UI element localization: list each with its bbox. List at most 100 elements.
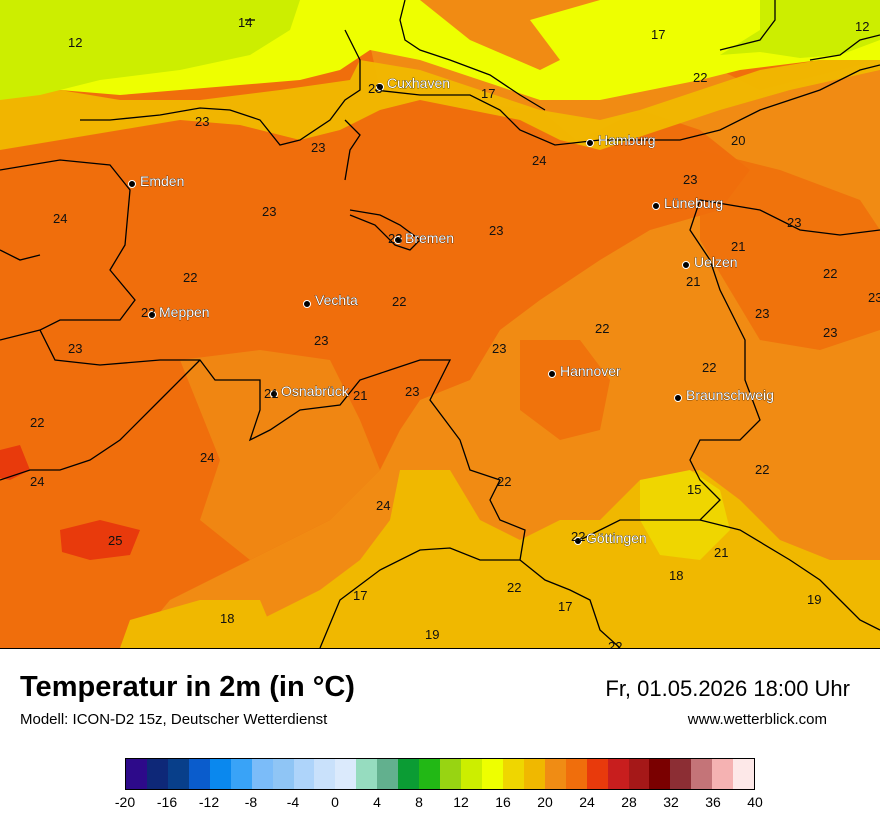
zone-24-28-hannover xyxy=(520,340,610,440)
value-label: 24 xyxy=(376,498,390,513)
legend-swatch xyxy=(481,759,503,789)
value-label: 23 xyxy=(787,215,801,230)
legend-tick-label: 28 xyxy=(621,794,637,810)
legend-tick-label: 36 xyxy=(705,794,721,810)
value-label: 21 xyxy=(353,388,367,403)
value-label: 12 xyxy=(855,19,869,34)
legend-swatch xyxy=(293,759,315,789)
value-label: 17 xyxy=(558,599,572,614)
value-label: 12 xyxy=(68,35,82,50)
legend-tick-label: 20 xyxy=(537,794,553,810)
legend-swatch xyxy=(461,759,482,789)
legend-swatch xyxy=(586,759,608,789)
svg-text:Hannover: Hannover xyxy=(560,363,621,379)
svg-text:Bremen: Bremen xyxy=(405,230,454,246)
legend-swatch xyxy=(607,759,629,789)
legend-swatch xyxy=(670,759,692,789)
value-label: 25 xyxy=(108,533,122,548)
value-label: 22 xyxy=(823,266,837,281)
value-label: 17 xyxy=(481,86,495,101)
legend-swatch xyxy=(733,759,755,789)
value-label: 24 xyxy=(30,474,44,489)
legend-tick-label: 24 xyxy=(579,794,595,810)
value-label: 22 xyxy=(183,270,197,285)
city-vechta: Vechta xyxy=(303,292,358,308)
city-goettingen: Göttingen xyxy=(574,530,647,546)
website-link[interactable]: www.wetterblick.com xyxy=(687,711,827,728)
svg-text:Uelzen: Uelzen xyxy=(694,254,738,270)
value-label: 21 xyxy=(714,545,728,560)
city-braunschweig: Braunschweig xyxy=(674,387,774,403)
city-hamburg: Hamburg xyxy=(586,132,656,148)
legend-swatch xyxy=(712,759,734,789)
value-label: 21 xyxy=(264,386,278,401)
value-label: 23 xyxy=(489,223,503,238)
legend-swatch xyxy=(188,759,210,789)
legend-swatch xyxy=(523,759,545,789)
value-label: 19 xyxy=(807,592,821,607)
value-label: 23 xyxy=(68,341,82,356)
zone-24-28-central xyxy=(400,100,640,320)
city-emden: Emden xyxy=(128,173,185,189)
value-label: 18 xyxy=(669,568,683,583)
forecast-datetime: Fr, 01.05.2026 18:00 Uhr xyxy=(605,676,850,701)
legend-tick-label: 8 xyxy=(415,794,423,810)
city-cuxhaven: Cuxhaven xyxy=(376,75,450,91)
legend-tick-label: -8 xyxy=(244,794,258,810)
city-osnabrueck: Osnabrück xyxy=(270,383,350,399)
legend-tick-label: -20 xyxy=(114,794,136,810)
value-label: 22 xyxy=(755,462,769,477)
zone-coast-16-20 xyxy=(0,50,880,150)
legend-tick-label: 0 xyxy=(331,794,339,810)
value-label: 23 xyxy=(141,305,155,320)
cities: Cuxhaven Hamburg Emden Lüneburg Bremen U… xyxy=(128,75,774,546)
zone-hot-southwest xyxy=(0,445,30,480)
legend-tick-label: 16 xyxy=(495,794,511,810)
city-meppen: Meppen xyxy=(148,304,210,320)
value-label: 21 xyxy=(686,274,700,289)
value-label: 22 xyxy=(392,294,406,309)
value-label: 23 xyxy=(755,306,769,321)
legend-tick-label: -12 xyxy=(198,794,220,810)
svg-text:Lüneburg: Lüneburg xyxy=(664,195,723,211)
temperature-map: Cuxhaven Hamburg Emden Lüneburg Bremen U… xyxy=(0,0,880,649)
zone-sea-12-16 xyxy=(0,0,300,100)
legend-swatch xyxy=(146,759,168,789)
legend-tick-label: -16 xyxy=(156,794,178,810)
svg-text:Emden: Emden xyxy=(140,173,184,189)
legend-tick-label: 40 xyxy=(747,794,763,810)
legend-swatch xyxy=(314,759,336,789)
value-label: 22 xyxy=(30,415,44,430)
color-scale-legend xyxy=(125,758,755,790)
borders xyxy=(0,0,880,648)
legend-swatch xyxy=(230,759,252,789)
legend-swatch xyxy=(251,759,273,789)
legend-ticks: -20 -16 -12 -8 -4 0 4 8 12 16 20 24 28 32 36 40 xyxy=(115,794,763,814)
value-label: 19 xyxy=(425,627,439,642)
value-label: 22 xyxy=(507,580,521,595)
value-label: 23 xyxy=(405,384,419,399)
legend-swatch xyxy=(335,759,357,789)
city-bremen: Bremen xyxy=(394,230,454,246)
value-label: 14 xyxy=(238,15,252,30)
zone-20-24-south-west xyxy=(180,350,380,560)
value-label: 23 xyxy=(823,325,837,340)
value-label: 18 xyxy=(220,611,234,626)
value-label: 23 xyxy=(868,290,880,305)
zone-16-20-southwest xyxy=(120,600,280,648)
value-label: 22 xyxy=(608,639,622,648)
city-lueneburg: Lüneburg xyxy=(652,195,723,211)
legend-swatch xyxy=(377,759,399,789)
zone-12-16-harz xyxy=(640,470,730,560)
value-label: 23 xyxy=(368,81,382,96)
legend-swatch xyxy=(565,759,587,789)
zone-24-28-east xyxy=(700,150,880,350)
legend-tick-label: 12 xyxy=(453,794,469,810)
value-label: 24 xyxy=(53,211,67,226)
svg-text:Meppen: Meppen xyxy=(159,304,210,320)
legend-swatch xyxy=(649,759,671,789)
svg-text:Göttingen: Göttingen xyxy=(586,530,647,546)
legend-swatch xyxy=(440,759,461,789)
temperature-values: 12 14 17 12 22 17 23 23 23 20 24 23 24 2… xyxy=(30,15,880,648)
legend-swatch xyxy=(167,759,189,789)
